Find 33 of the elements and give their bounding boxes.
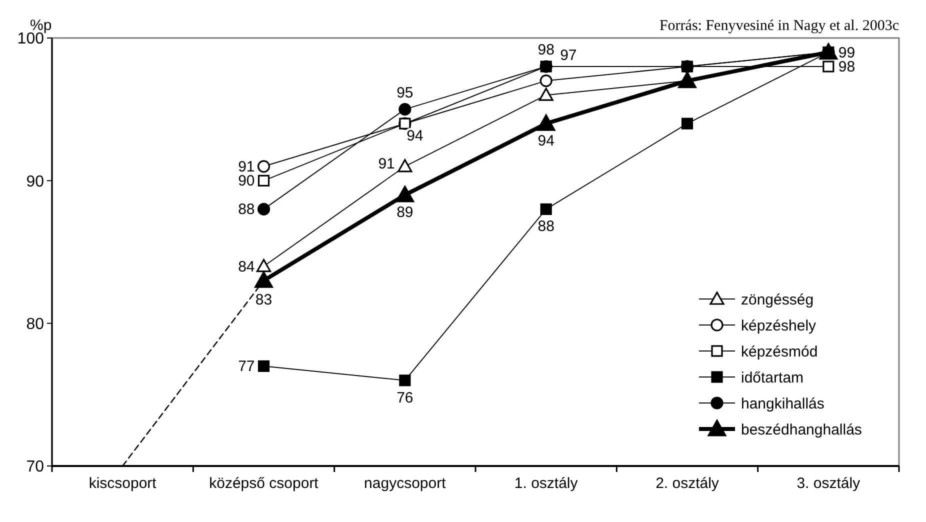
legend-label: beszédhanghallás (741, 421, 862, 438)
x-tick-label: kiscsoport (88, 475, 158, 492)
data-label: 90 (238, 172, 255, 190)
data-label: 88 (538, 218, 554, 236)
x-tick-label: 2. osztály (656, 475, 720, 492)
legend-label: képzésmód (741, 343, 818, 360)
y-tick-label: 70 (26, 458, 44, 476)
data-label: 84 (238, 258, 255, 276)
data-label: 77 (238, 358, 255, 376)
legend-label: időtartam (741, 369, 804, 386)
data-label: 98 (538, 42, 554, 59)
legend-label: zöngésség (741, 291, 814, 308)
legend-label: képzéshely (741, 317, 817, 334)
data-label: 94 (538, 132, 554, 150)
data-label: 94 (406, 128, 424, 145)
data-label: 88 (238, 201, 255, 218)
x-tick-label: 1. osztály (514, 475, 578, 492)
data-label: 76 (396, 389, 414, 406)
x-tick-label: középső csoport (209, 475, 320, 492)
data-label: 99 (838, 44, 856, 62)
y-tick-label: 80 (26, 316, 44, 333)
data-label: 97 (560, 46, 577, 64)
data-label: 91 (378, 155, 395, 172)
x-tick-label: 3. osztály (796, 475, 861, 492)
text: Forrás: Fenyvesiné in Nagy et al. 2003c (659, 18, 900, 34)
y-tick-label: 90 (26, 173, 44, 190)
data-label: 89 (396, 204, 414, 221)
data-label: 83 (255, 292, 272, 309)
data-label: 91 (238, 158, 255, 176)
data-label: 95 (396, 84, 414, 102)
legend-label: hangkihallás (741, 395, 824, 412)
data-label: 98 (838, 58, 856, 76)
x-tick-label: nagycsoport (364, 475, 447, 492)
